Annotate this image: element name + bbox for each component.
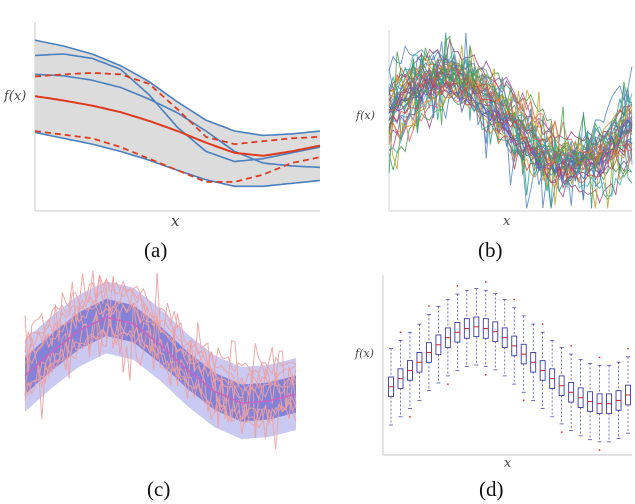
- dashed-upper-line: [34, 71, 321, 146]
- band-upper-line: [34, 39, 321, 137]
- panel-d-xlabel: x: [504, 456, 512, 471]
- panel-c: (c): [24, 270, 297, 501]
- caption-a: (a): [144, 238, 167, 262]
- sample-trace: [24, 275, 297, 450]
- sample-path: [388, 62, 633, 173]
- outlier: [484, 281, 487, 283]
- sample-trace: [24, 278, 297, 391]
- outlier: [456, 285, 459, 287]
- outlier: [570, 345, 573, 347]
- sample-path: [388, 63, 633, 173]
- sample-path: [388, 77, 633, 165]
- panel-b: f(x) x (b): [355, 30, 633, 262]
- sample-line-2: [34, 73, 321, 169]
- panel-b-xlabel: x: [503, 214, 511, 229]
- mean-line: [24, 316, 297, 404]
- sample-trace: [24, 302, 297, 401]
- caption-b: (b): [478, 238, 503, 262]
- outlier: [399, 331, 402, 334]
- sample-trace: [24, 274, 297, 376]
- outlier: [541, 323, 544, 325]
- sample-trace: [24, 320, 297, 429]
- outlier: [627, 347, 629, 350]
- sample-path: [388, 66, 633, 197]
- sample-path: [388, 70, 633, 183]
- outlier: [522, 399, 525, 402]
- sample-path: [388, 78, 633, 179]
- mean-line: [34, 95, 321, 157]
- outlier: [598, 356, 601, 359]
- outlier: [409, 415, 411, 418]
- caption-c: (c): [147, 477, 170, 501]
- panel-a-ylabel: f(x): [3, 89, 26, 104]
- outlier: [598, 449, 601, 451]
- sample-path: [388, 58, 633, 182]
- outlier: [560, 431, 563, 433]
- sample-trace: [24, 321, 297, 423]
- sample-path: [388, 90, 633, 204]
- outlier: [484, 373, 487, 376]
- panel-a: f(x) x (a): [3, 22, 321, 262]
- panel-a-xlabel: x: [171, 212, 180, 230]
- outlier: [428, 305, 430, 307]
- sample-path: [388, 55, 633, 192]
- sample-line-1: [34, 53, 321, 163]
- sample-path: [388, 44, 633, 173]
- band-lower-line: [34, 131, 321, 188]
- panel-d: f(x) x (d): [354, 275, 632, 501]
- outlier: [446, 383, 449, 385]
- caption-d: (d): [479, 477, 504, 501]
- outlier: [513, 298, 516, 301]
- panel-b-ylabel: f(x): [355, 109, 375, 122]
- panel-d-ylabel: f(x): [354, 347, 374, 360]
